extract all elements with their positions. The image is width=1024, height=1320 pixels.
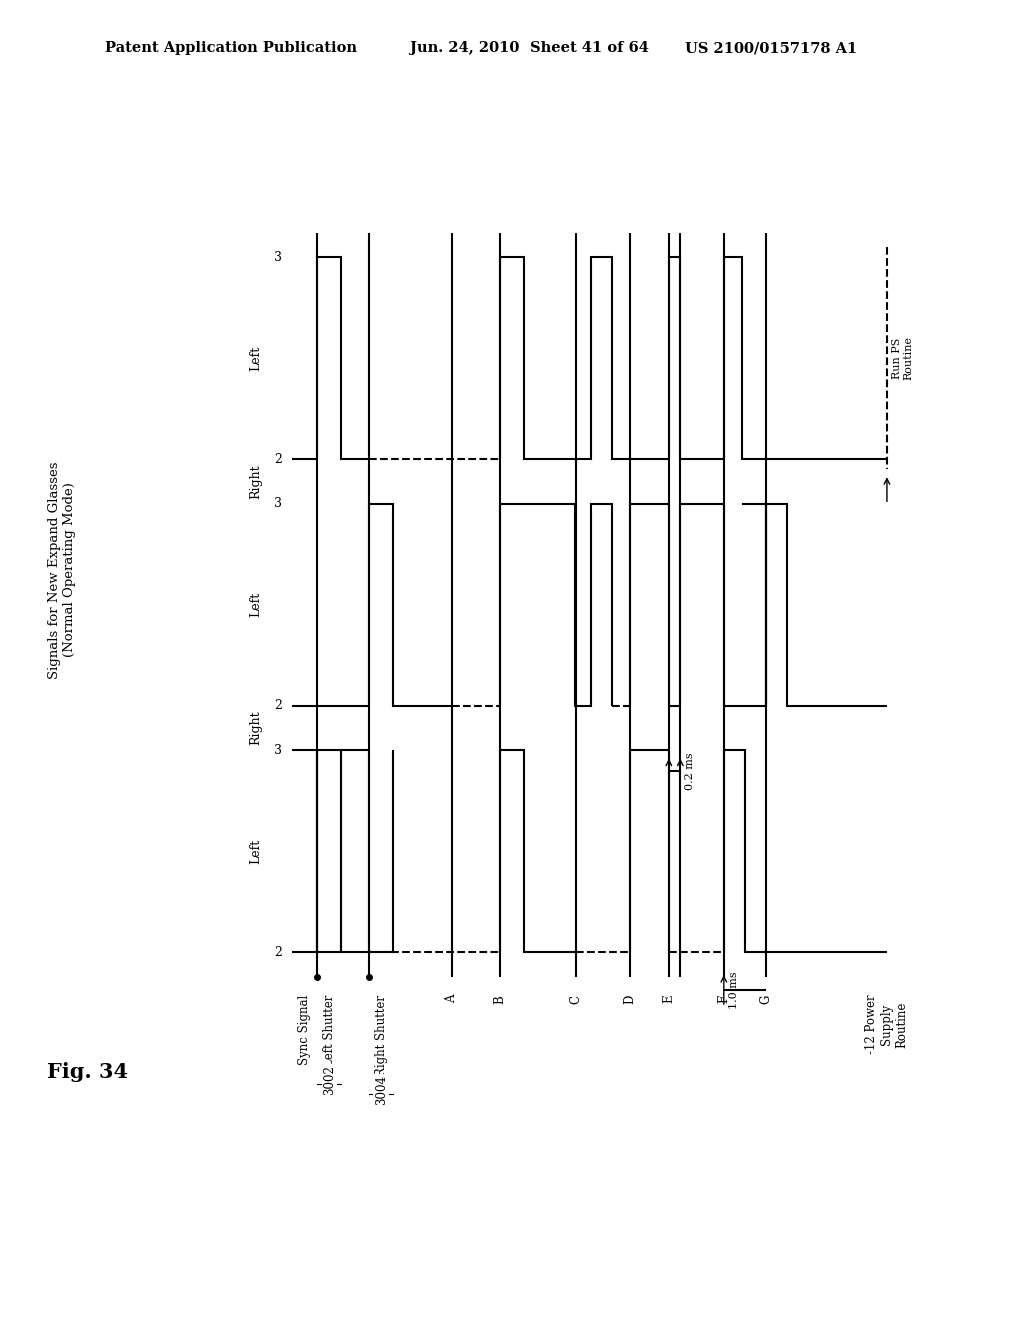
Text: Left Shutter: Left Shutter (323, 995, 336, 1067)
Text: 3004: 3004 (375, 1074, 388, 1105)
Text: 3: 3 (273, 743, 282, 756)
Text: Left: Left (249, 593, 262, 618)
Text: Signals for New Expand Glasses
(Normal Operating Mode): Signals for New Expand Glasses (Normal O… (48, 461, 76, 678)
Text: 3002: 3002 (323, 1065, 336, 1094)
Text: Right: Right (249, 465, 262, 499)
Text: 0.2 ms: 0.2 ms (685, 752, 695, 789)
Text: Jun. 24, 2010: Jun. 24, 2010 (410, 41, 519, 55)
Text: Fig. 34: Fig. 34 (47, 1063, 129, 1082)
Text: 2: 2 (274, 700, 282, 713)
Text: D: D (624, 995, 637, 1005)
Text: 2: 2 (274, 453, 282, 466)
Text: 3: 3 (273, 498, 282, 511)
Text: Right: Right (249, 710, 262, 746)
Text: B: B (494, 995, 507, 1003)
Text: -12 Power
Supply
Routine: -12 Power Supply Routine (865, 995, 908, 1055)
Text: F: F (718, 995, 730, 1003)
Text: Left: Left (249, 838, 262, 863)
Text: E: E (663, 995, 676, 1003)
Text: US 2100/0157178 A1: US 2100/0157178 A1 (685, 41, 857, 55)
Text: C: C (569, 995, 583, 1003)
Text: Sheet 41 of 64: Sheet 41 of 64 (530, 41, 649, 55)
Text: Left: Left (249, 346, 262, 371)
Text: 2: 2 (274, 945, 282, 958)
Text: 3: 3 (273, 251, 282, 264)
Text: Sync Signal: Sync Signal (298, 995, 311, 1065)
Text: Run PS
Routine: Run PS Routine (892, 337, 913, 380)
Text: Patent Application Publication: Patent Application Publication (105, 41, 357, 55)
Text: 1.0 ms: 1.0 ms (729, 972, 738, 1008)
Text: G: G (760, 995, 772, 1005)
Text: Right Shutter: Right Shutter (375, 995, 388, 1076)
Text: A: A (445, 995, 459, 1003)
